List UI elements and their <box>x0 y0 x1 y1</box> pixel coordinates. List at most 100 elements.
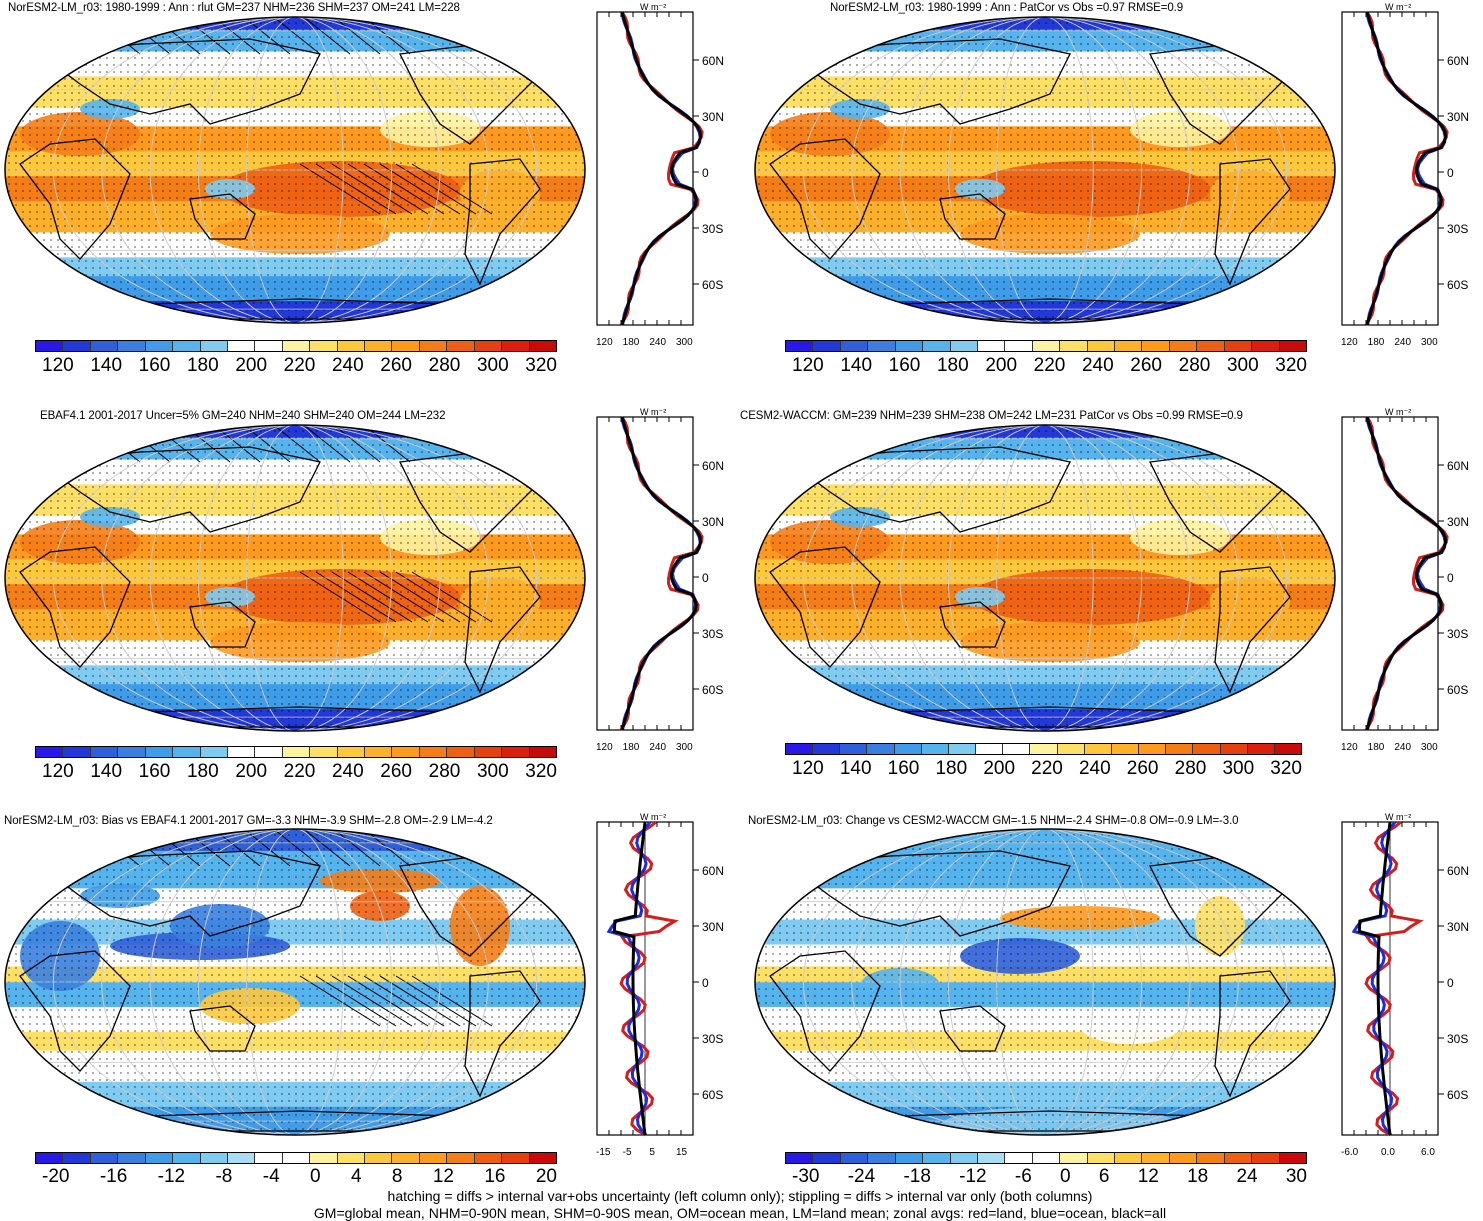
colorbar-swatch <box>255 1153 283 1163</box>
colorbar-swatch <box>948 744 977 754</box>
global-map-observations <box>4 424 586 732</box>
colorbar-swatch <box>840 744 868 754</box>
colorbar-swatch <box>337 341 366 351</box>
colorbar-swatch <box>145 341 174 351</box>
colorbar-tick-label: 180 <box>936 355 969 376</box>
zonal-mean-plot-5: W m⁻² 60N 30N 0 30S 60S -6.0 0.0 6.0 <box>1341 812 1469 1158</box>
colorbar-swatch <box>173 341 201 351</box>
latitude-tick-label: 30N <box>702 920 724 934</box>
colorbar-swatch <box>1252 341 1280 351</box>
zonal-tick-label: 300 <box>676 337 693 348</box>
colorbar-swatch <box>282 747 311 757</box>
latitude-tick-label: 0 <box>1447 166 1454 180</box>
colorbar-swatch <box>529 1153 557 1163</box>
colorbar-swatch <box>868 341 896 351</box>
colorbar-tick-label: 260 <box>1126 758 1159 779</box>
colorbar-swatch <box>1060 341 1088 351</box>
colorbar-labels-5: -30 -24 -18 -12 -6 0 6 12 18 24 30 <box>792 1166 1307 1188</box>
colorbar-swatch <box>227 747 256 757</box>
colorbar-swatch <box>502 747 530 757</box>
colorbar-tick-label: 8 <box>391 1166 403 1187</box>
colorbar-swatch <box>868 1153 896 1163</box>
zonal-tick-label: 120 <box>1341 337 1358 348</box>
colorbar-tick-label: 280 <box>1174 758 1207 779</box>
latitude-tick-label: 30N <box>702 110 724 124</box>
colorbar-swatch <box>786 744 814 754</box>
colorbar-tick-label: 220 <box>283 761 316 782</box>
colorbar-swatch <box>63 1153 91 1163</box>
panel-title-4: NorESM2-LM_r03: Bias vs EBAF4.1 2001-201… <box>4 815 493 827</box>
zonal-tick-label: 300 <box>1421 337 1438 348</box>
zonal-tick-label: 300 <box>676 742 693 753</box>
colorbar-tick-label: 200 <box>983 758 1016 779</box>
zonal-ocean-line <box>1365 11 1447 326</box>
colorbar-swatch <box>447 341 475 351</box>
colorbar-tick-label: 160 <box>138 761 171 782</box>
colorbar-tick-label: 220 <box>1033 355 1066 376</box>
latitude-tick-label: 30N <box>702 515 724 529</box>
colorbar-swatch <box>977 1153 1006 1163</box>
colorbar-swatch <box>118 747 146 757</box>
colorbar-4 <box>35 1152 557 1164</box>
colorbar-swatch <box>895 341 924 351</box>
colorbar-tick-label: -8 <box>215 1166 233 1187</box>
colorbar-swatch <box>310 341 338 351</box>
latitude-tick-label: 60S <box>702 278 723 292</box>
colorbar-swatch <box>392 747 420 757</box>
latitude-tick-label: 60N <box>1447 459 1469 473</box>
colorbar-swatch <box>145 1153 174 1163</box>
colorbar-swatch <box>1247 744 1275 754</box>
global-map-model-patcor <box>754 16 1336 324</box>
colorbar-swatch <box>1166 744 1194 754</box>
colorbar-tick-label: 120 <box>792 758 824 779</box>
panel-title-1: NorESM2-LM_r03: 1980-1999 : Ann : PatCor… <box>830 2 1184 14</box>
colorbar-tick-label: -30 <box>792 1166 820 1187</box>
global-map-cesm2 <box>754 424 1336 732</box>
latitude-tick-label: 60S <box>702 1088 723 1102</box>
zonal-tick-label: 180 <box>1368 337 1385 348</box>
colorbar-2 <box>35 746 557 758</box>
colorbar-swatch <box>200 747 228 757</box>
colorbar-swatch <box>419 1153 448 1163</box>
panel-title-5: NorESM2-LM_r03: Change vs CESM2-WACCM GM… <box>748 815 1239 827</box>
colorbar-swatch <box>1193 744 1221 754</box>
colorbar-5 <box>785 1152 1307 1164</box>
colorbar-swatch <box>337 747 366 757</box>
zonal-tick-label: 240 <box>1394 742 1411 753</box>
colorbar-swatch <box>118 1153 146 1163</box>
colorbar-labels-2: 120 140 160 180 200 220 240 260 280 300 320 <box>42 761 557 783</box>
colorbar-swatch <box>923 341 951 351</box>
colorbar-tick-label: 200 <box>235 355 268 376</box>
zonal-all-line <box>1357 821 1392 1136</box>
colorbar-tick-label: 160 <box>138 355 171 376</box>
latitude-tick-label: 60S <box>702 683 723 697</box>
colorbar-labels-3: 120 140 160 180 200 220 240 260 280 300 320 <box>792 758 1302 780</box>
colorbar-swatch <box>867 744 895 754</box>
latitude-tick-label: 0 <box>702 976 709 990</box>
colorbar-swatch <box>63 747 91 757</box>
colorbar-swatch <box>921 744 949 754</box>
latitude-tick-label: 60S <box>1447 683 1468 697</box>
colorbar-swatch <box>227 341 256 351</box>
latitude-tick-label: 60N <box>1447 864 1469 878</box>
colorbar-swatch <box>950 341 978 351</box>
latitude-tick-label: 0 <box>1447 571 1454 585</box>
zonal-mean-plot-2: W m⁻² 60N 30N 0 30S 60S 120 180 240 300 <box>596 407 724 753</box>
zonal-tick-label: 240 <box>649 742 666 753</box>
colorbar-swatch <box>1115 341 1143 351</box>
colorbar-swatch <box>1030 744 1058 754</box>
latitude-tick-label: 30S <box>1447 222 1468 236</box>
colorbar-tick-label: -6 <box>1014 1166 1032 1187</box>
colorbar-labels-4: -20 -16 -12 -8 -4 0 4 8 12 16 20 <box>42 1166 557 1188</box>
zonal-mean-plot-1: W m⁻² 60N 30N 0 30S 60S 120 180 240 300 <box>1341 2 1469 348</box>
colorbar-tick-label: 12 <box>432 1166 454 1187</box>
zonal-land-line <box>1364 416 1449 731</box>
colorbar-swatch <box>1197 1153 1225 1163</box>
colorbar-tick-label: 300 <box>1226 355 1259 376</box>
colorbar-swatch <box>813 341 841 351</box>
colorbar-swatch <box>419 341 448 351</box>
colorbar-1 <box>785 340 1307 352</box>
colorbar-swatch <box>1005 1153 1033 1163</box>
colorbar-swatch <box>447 1153 475 1163</box>
zonal-mean-plot-4: W m⁻² 60N 30N 0 30S 60S -15 -5 5 15 <box>596 812 724 1158</box>
